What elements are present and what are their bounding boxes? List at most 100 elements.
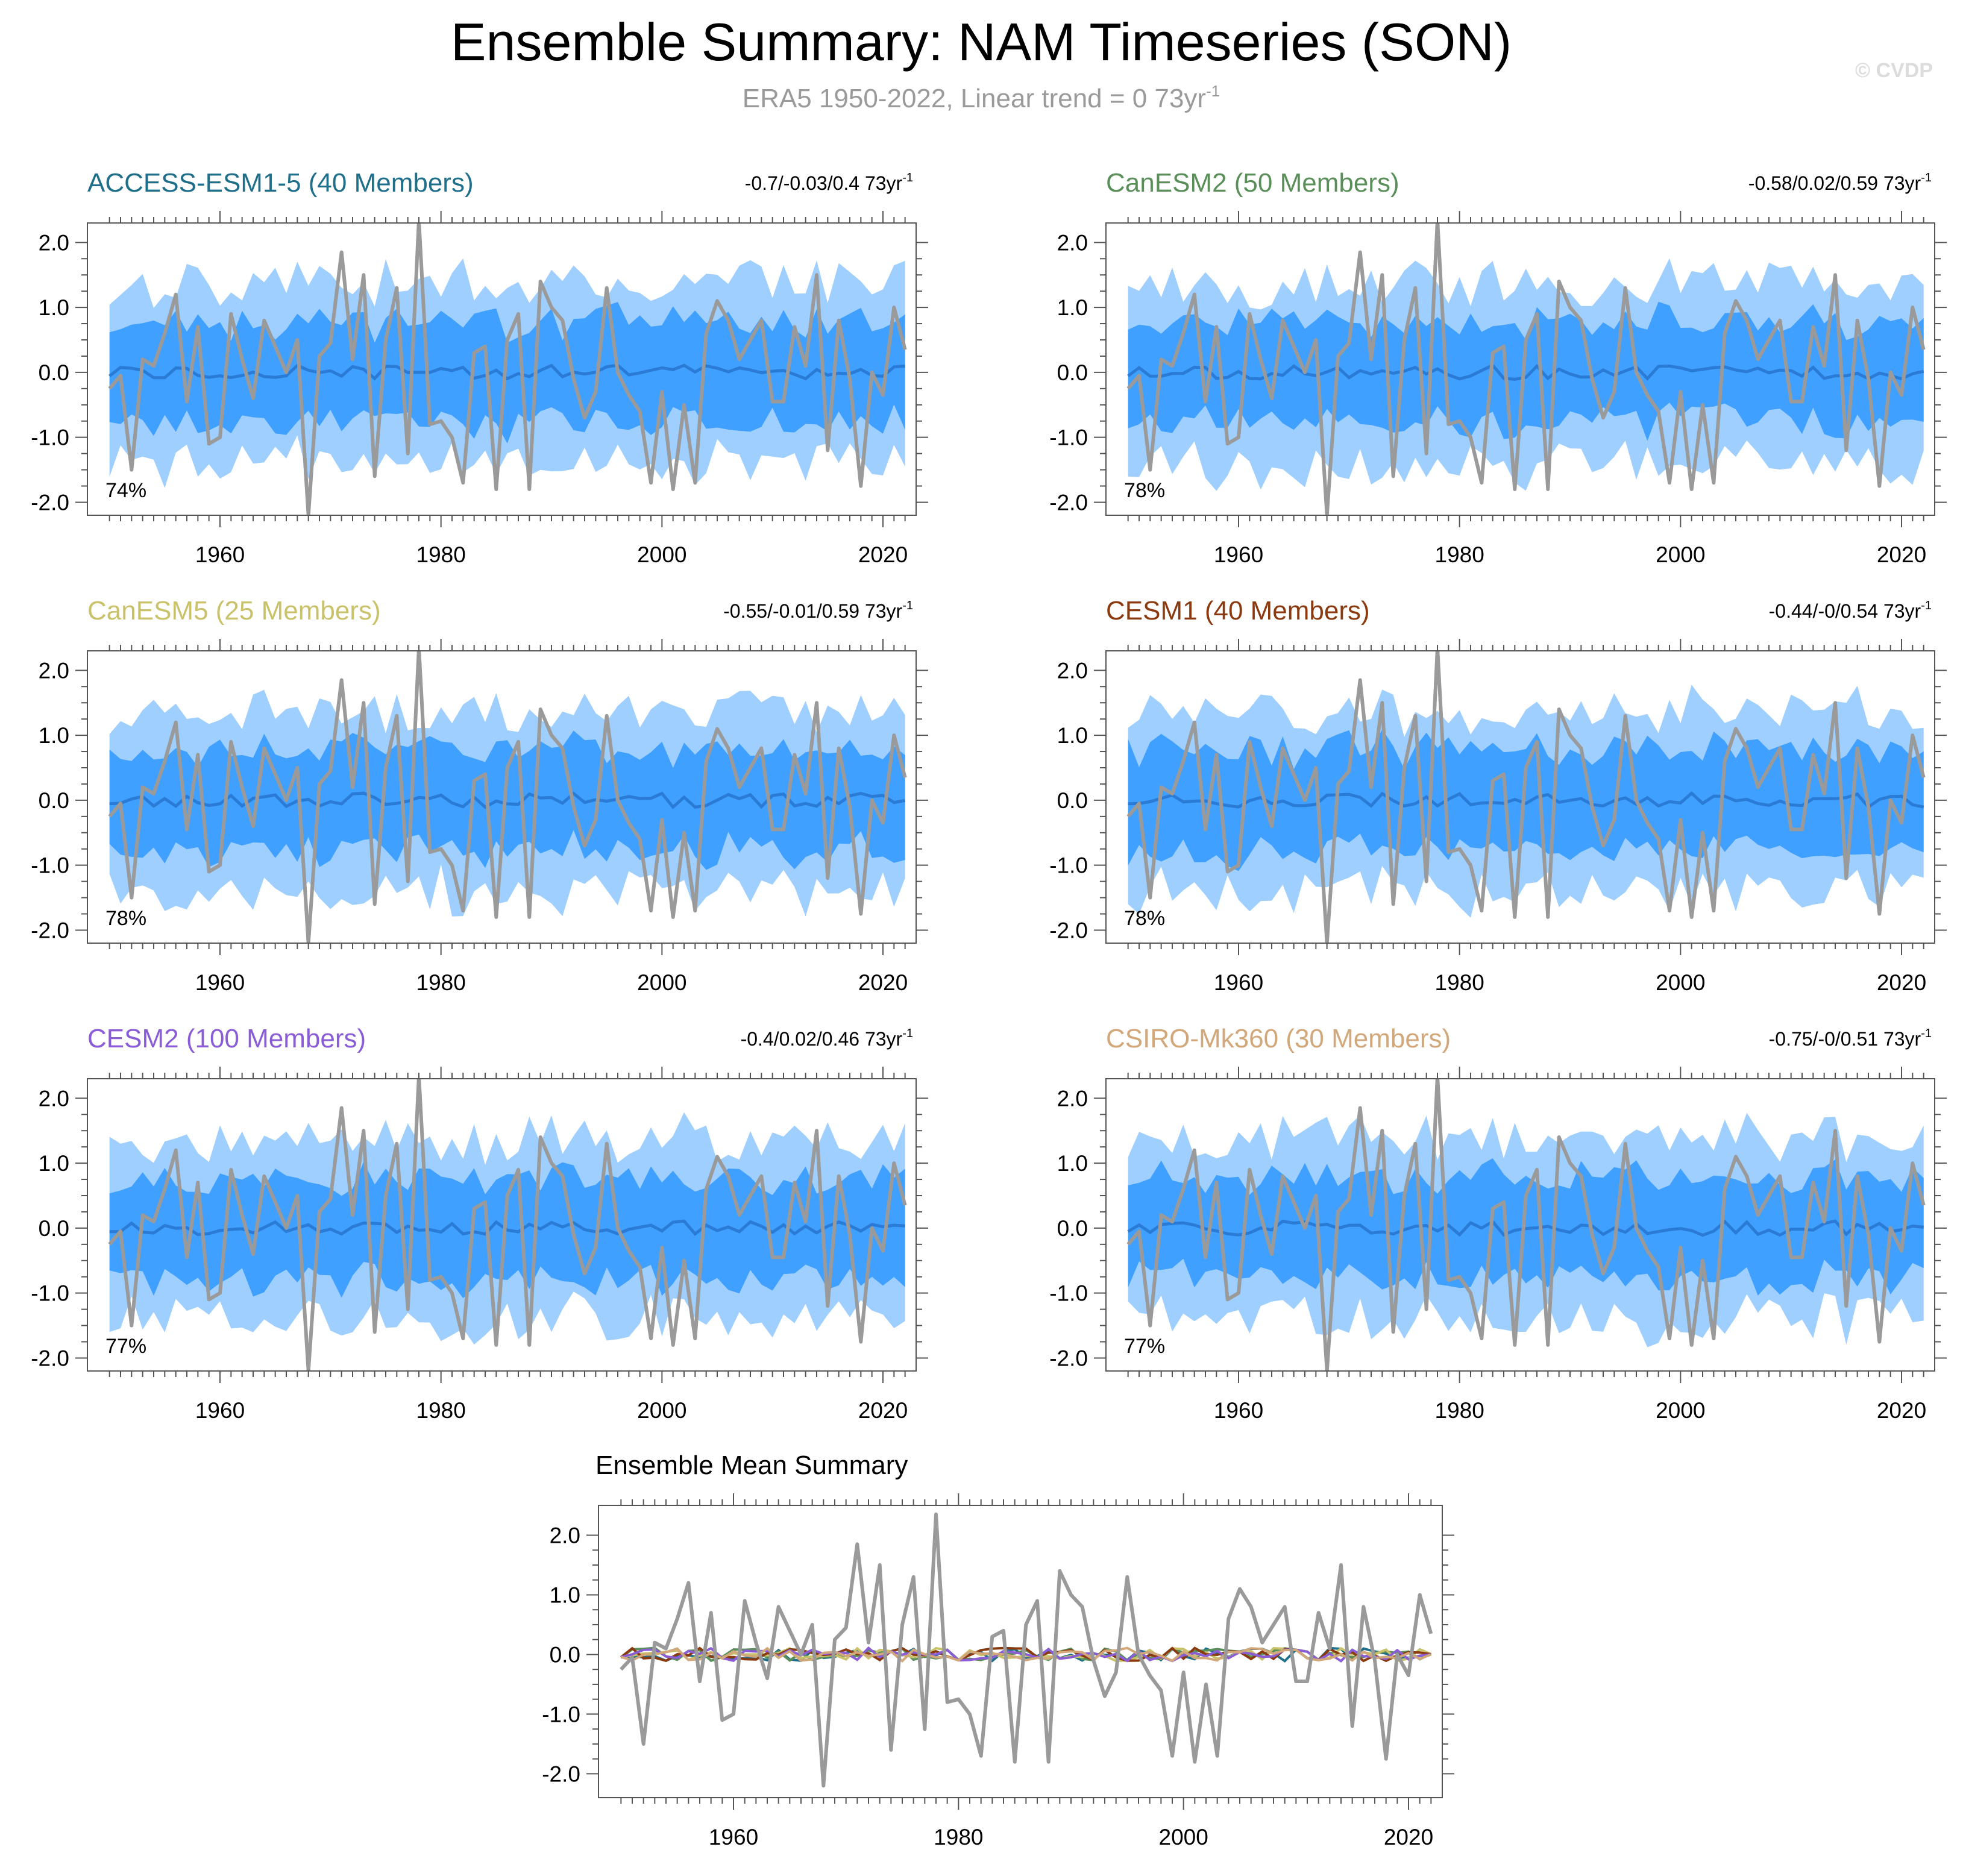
percent-within-spread-label: 78% (1124, 479, 1165, 502)
y-tick-label: -1.0 (31, 853, 69, 878)
y-tick-label: 2.0 (39, 658, 69, 683)
x-tick-label: 1960 (709, 1825, 758, 1849)
plot-frame (598, 1505, 1443, 1798)
observed-line (620, 1512, 1433, 1788)
x-tick-label: 1960 (195, 970, 245, 995)
trend-exponent: -1 (902, 1027, 913, 1040)
y-tick-label: 0.0 (39, 1216, 69, 1241)
panel-title: CanESM2 (50 Members) (1106, 168, 1399, 198)
plot-area (108, 1079, 907, 1371)
trend-text: -0.7/-0.03/0.4 73yr (745, 172, 903, 194)
x-tick-label: 2020 (1877, 542, 1926, 567)
y-tick-label: 0.0 (1057, 1216, 1088, 1241)
y-tick-label: 2.0 (1057, 658, 1088, 683)
plot-area (1126, 223, 1926, 515)
plot-area (1126, 1079, 1926, 1371)
y-tick-label: 1.0 (1057, 1151, 1088, 1176)
x-tick-label: 1960 (1214, 970, 1263, 995)
ensemble-mean-line (1127, 1219, 1924, 1237)
y-tick-label: -1.0 (1049, 425, 1088, 450)
panel-title: CanESM5 (25 Members) (87, 596, 381, 626)
x-tick-label: 1960 (1214, 1398, 1263, 1423)
panel-6: 1960 1980 2000 2020 2.0 1.0 0.0 -1.0 -2.0 Ensembl… (542, 1451, 1454, 1849)
y-tick-label: 0.0 (39, 360, 69, 385)
subtitle-exponent: -1 (1206, 82, 1220, 100)
x-tick-label: 2000 (637, 542, 686, 567)
x-tick-label: 1980 (416, 970, 466, 995)
panel-title: CSIRO-Mk360 (30 Members) (1106, 1024, 1451, 1053)
y-tick-label: 0.0 (39, 788, 69, 813)
figure-title: Ensemble Summary: NAM Timeseries (SON) (451, 12, 1512, 72)
panel-4: 1960 1980 2000 2020 2.0 1.0 0.0 -1.0 -2.0 CESM2 (… (31, 1024, 928, 1423)
x-tick-label: 1980 (1435, 542, 1484, 567)
plot-frame (87, 222, 917, 516)
y-tick-label: -2.0 (1049, 1346, 1088, 1370)
x-tick-label: 2020 (858, 542, 908, 567)
plot-area (108, 223, 907, 515)
y-tick-label: 1.0 (550, 1583, 580, 1607)
ensemble-mean-line (1127, 363, 1924, 381)
panel-title: CESM2 (100 Members) (87, 1024, 366, 1053)
x-tick-label: 2020 (858, 1398, 908, 1423)
x-tick-label: 1980 (934, 1825, 983, 1849)
x-tick-label: 2020 (1384, 1825, 1433, 1849)
x-tick-label: 1980 (416, 542, 466, 567)
y-tick-label: 0.0 (550, 1642, 580, 1667)
watermark: © CVDP (1855, 59, 1933, 82)
x-tick-label: 2000 (1656, 970, 1705, 995)
trend-text: -0.58/0.02/0.59 73yr (1748, 172, 1921, 194)
plot-area (620, 1512, 1433, 1788)
y-tick-label: -2.0 (542, 1761, 580, 1786)
observed-line (1126, 651, 1926, 943)
ensemble-mean-line (109, 1219, 905, 1237)
y-tick-label: -2.0 (31, 490, 69, 515)
x-tick-label: 1980 (1435, 1398, 1484, 1423)
panel-5: 1960 1980 2000 2020 2.0 1.0 0.0 -1.0 -2.0 CSIRO-M… (1049, 1024, 1947, 1423)
panel-2: 1960 1980 2000 2020 2.0 1.0 0.0 -1.0 -2.0 CanESM5… (31, 596, 928, 995)
x-tick-label: 1960 (195, 1398, 245, 1423)
observed-line (108, 1079, 907, 1371)
y-tick-label: -2.0 (31, 1346, 69, 1370)
x-tick-label: 2020 (1877, 970, 1926, 995)
plot-frame (87, 1078, 917, 1372)
x-tick-label: 1980 (416, 1398, 466, 1423)
y-tick-label: 1.0 (39, 295, 69, 320)
observed-line (1126, 1079, 1926, 1371)
trend-text: -0.44/-0/0.54 73yr (1769, 600, 1921, 622)
y-tick-label: 2.0 (550, 1523, 580, 1548)
observed-line (108, 651, 907, 943)
subtitle-text: ERA5 1950-2022, Linear trend = 0 73yr (743, 84, 1206, 113)
trend-exponent: -1 (1921, 599, 1932, 612)
plot-frame (1105, 1078, 1935, 1372)
trend-summary: -0.7/-0.03/0.4 73yr-1 (745, 171, 913, 194)
y-tick-label: 1.0 (39, 723, 69, 748)
panel-title: Ensemble Mean Summary (595, 1451, 908, 1480)
y-tick-label: -2.0 (1049, 490, 1088, 515)
y-tick-label: -2.0 (31, 918, 69, 943)
ensemble-mean-line (109, 791, 906, 809)
plot-frame (1105, 222, 1935, 516)
panel-title: ACCESS-ESM1-5 (40 Members) (87, 168, 474, 198)
y-tick-label: -1.0 (1049, 853, 1088, 878)
x-tick-label: 2000 (1159, 1825, 1208, 1849)
trend-exponent: -1 (902, 171, 913, 184)
x-tick-label: 2000 (1656, 542, 1705, 567)
y-tick-label: -1.0 (31, 1281, 69, 1306)
trend-text: -0.75/-0/0.51 73yr (1769, 1028, 1921, 1050)
y-tick-label: 2.0 (39, 1086, 69, 1111)
trend-exponent: -1 (902, 599, 913, 612)
y-tick-label: 1.0 (39, 1151, 69, 1176)
trend-exponent: -1 (1921, 171, 1932, 184)
observed-line (108, 223, 907, 515)
y-tick-label: 2.0 (1057, 230, 1088, 255)
x-tick-label: 1960 (195, 542, 245, 567)
percent-within-spread-label: 78% (105, 907, 146, 930)
panel-3: 1960 1980 2000 2020 2.0 1.0 0.0 -1.0 -2.0 CESM1 (… (1049, 596, 1947, 995)
trend-text: -0.4/0.02/0.46 73yr (741, 1028, 903, 1050)
x-tick-label: 2000 (1656, 1398, 1705, 1423)
plot-frame (1105, 650, 1935, 944)
percent-within-spread-label: 78% (1124, 907, 1165, 930)
plot-area (108, 651, 907, 943)
plot-frame (87, 650, 917, 944)
trend-text: -0.55/-0.01/0.59 73yr (723, 600, 902, 622)
